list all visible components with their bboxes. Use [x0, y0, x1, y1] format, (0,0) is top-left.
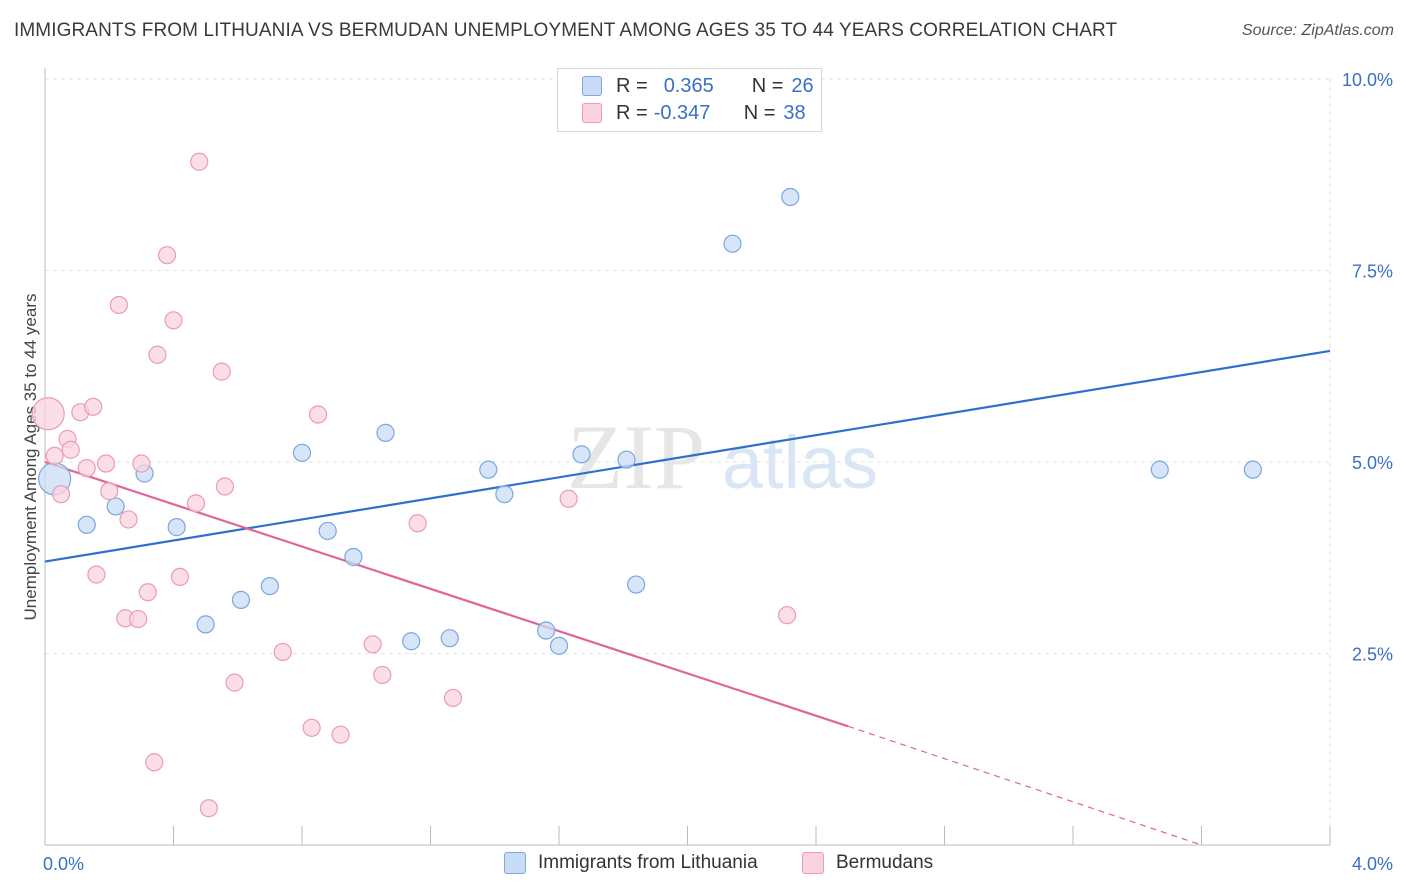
y-tick-label: 5.0% — [1352, 453, 1393, 473]
bermudans-trend-extension — [847, 725, 1202, 846]
y-tick-label: 7.5% — [1352, 262, 1393, 282]
bermudans-point — [408, 514, 427, 533]
bermudans-point — [190, 152, 209, 171]
lithuania-point — [1150, 460, 1169, 479]
bermudans-point — [148, 345, 167, 364]
bermudans-point — [77, 459, 96, 478]
lithuania-point — [723, 234, 742, 253]
lithuania-point — [260, 576, 279, 596]
bermudans-point — [132, 454, 151, 473]
y-axis-label-group: Unemployment Among Ages 35 to 44 years — [21, 294, 40, 621]
bermudans-point — [84, 397, 103, 416]
bermudans-point — [273, 642, 292, 662]
bermudans-point — [61, 440, 80, 459]
trend-lines — [44, 349, 1331, 846]
bermudans-point — [45, 446, 64, 465]
n-label: N = — [751, 74, 784, 97]
bermudans-point — [443, 688, 463, 708]
y-tick-label: 2.5% — [1352, 645, 1393, 665]
bermudans-point — [157, 246, 177, 265]
bermudans-point — [145, 753, 164, 772]
lithuania-point — [344, 547, 363, 567]
bermudans-point — [777, 606, 797, 625]
bermudans-swatch — [582, 103, 602, 123]
stats-legend-row-bermudans: R = -0.347 N = 38 — [582, 100, 806, 126]
lithuania-point — [231, 590, 251, 609]
lithuania-point — [781, 187, 800, 207]
tick-labels: 2.5% 5.0% 7.5% 10.0% 0.0% 4.0% — [43, 70, 1393, 874]
bermudans-point — [308, 405, 328, 424]
lithuania-point — [402, 632, 421, 651]
lithuania-point — [617, 450, 636, 469]
bermudans-legend-swatch — [802, 852, 824, 874]
bermudans-point — [31, 397, 65, 431]
bermudans-point — [87, 565, 106, 584]
bermudans-legend-label: Bermudans — [836, 852, 934, 873]
lithuania-point — [318, 521, 337, 541]
lithuania-legend-label: Immigrants from Lithuania — [538, 852, 758, 873]
y-tick-label: 10.0% — [1342, 70, 1393, 90]
bermudans-point — [51, 485, 71, 504]
n-value: 26 — [791, 74, 814, 97]
r-value: -0.347 — [653, 101, 711, 124]
n-label: N = — [743, 101, 776, 124]
lithuania-point — [572, 445, 591, 464]
bermudans-point — [363, 635, 382, 654]
bermudans-point — [212, 362, 231, 381]
lithuania-trend-line — [44, 349, 1331, 563]
legend-item-bermudans: Bermudans — [802, 852, 933, 874]
watermark-atlas: atlas — [722, 421, 878, 504]
bermudans-point — [109, 295, 128, 315]
r-value: 0.365 — [663, 74, 714, 97]
stats-legend-row-lithuania: R = 0.365 N = 26 — [582, 73, 814, 99]
r-label: R = — [616, 74, 648, 97]
stats-legend: R = 0.365 N = 26 R = -0.347 N = 38 — [557, 68, 822, 132]
bermudans-point — [129, 609, 148, 629]
lithuania-point — [376, 423, 395, 442]
data-points — [31, 73, 1263, 818]
bermudans-point — [559, 489, 578, 508]
lithuania-legend-swatch — [504, 852, 526, 874]
y-axis-label: Unemployment Among Ages 35 to 44 years — [21, 294, 40, 621]
bermudans-point — [170, 567, 190, 587]
bermudans-point — [186, 494, 206, 513]
n-value: 38 — [783, 101, 806, 124]
chart-title: IMMIGRANTS FROM LITHUANIA VS BERMUDAN UN… — [14, 20, 1118, 41]
lithuania-point — [292, 443, 312, 462]
lithuania-point — [479, 460, 498, 479]
bermudans-point — [100, 482, 119, 501]
lithuania-point — [106, 497, 125, 516]
source-label: Source: ZipAtlas.com — [1241, 22, 1394, 39]
lithuania-point — [537, 621, 556, 640]
r-label: R = — [616, 101, 648, 124]
axes — [44, 68, 1331, 846]
lithuania-point — [1243, 460, 1263, 479]
lithuania-point — [196, 615, 215, 634]
lithuania-point — [440, 629, 459, 648]
bermudans-point — [199, 799, 218, 818]
bermudans-point — [119, 510, 138, 529]
bermudans-point — [373, 665, 392, 685]
bermudans-point — [164, 311, 183, 330]
bermudans-point — [215, 477, 234, 496]
bermudans-point — [96, 454, 116, 473]
legend-item-lithuania: Immigrants from Lithuania — [504, 852, 758, 874]
lithuania-point — [167, 518, 186, 537]
x-tick-label: 0.0% — [43, 854, 84, 874]
bermudans-point — [302, 718, 321, 737]
bermudans-point — [331, 725, 350, 744]
lithuania-point — [549, 636, 569, 655]
bermudans-point — [225, 673, 244, 692]
lithuania-swatch — [582, 76, 602, 96]
lithuania-point — [626, 575, 646, 594]
bermudans-trend-line — [44, 460, 849, 728]
lithuania-point — [77, 515, 96, 534]
lithuania-point — [495, 485, 514, 504]
watermark: ZIP atlas — [567, 406, 878, 508]
x-tick-label: 4.0% — [1352, 854, 1393, 874]
bermudans-point — [138, 583, 157, 602]
